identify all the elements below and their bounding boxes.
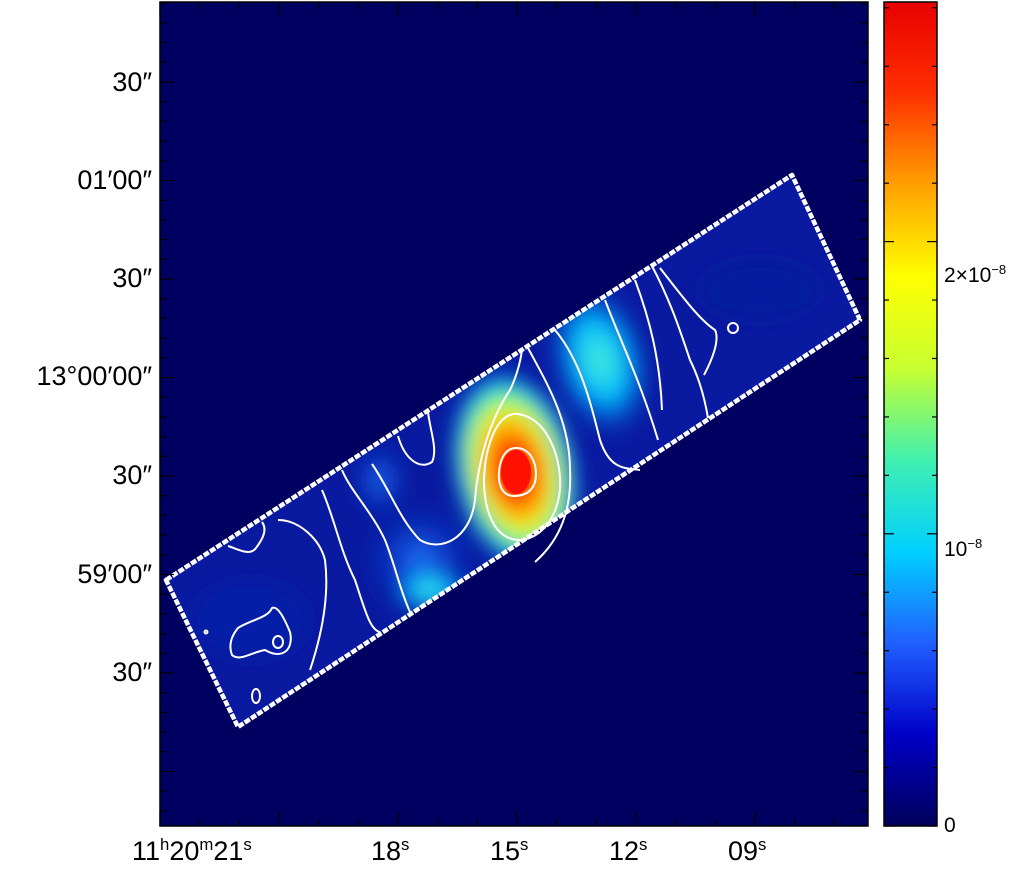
map-axis-ticks — [159, 2, 868, 826]
dec-tick-label: 59′00″ — [77, 559, 152, 589]
colorbar — [883, 1, 938, 827]
colorbar-ticks — [884, 7, 937, 827]
ra-tick-label: 15s — [490, 835, 529, 866]
dec-tick-label: 30″ — [112, 67, 152, 97]
colorbar-tick-label: 0 — [944, 814, 956, 837]
footprint-outline — [163, 172, 863, 730]
ra-tick-label: 09s — [728, 835, 767, 866]
dec-tick-label: 13°00′00″ — [36, 361, 152, 391]
dec-tick-label: 30″ — [112, 460, 152, 490]
colorbar-tick-label: 10−8 — [944, 536, 983, 561]
ra-tick-label: 18s — [371, 835, 410, 866]
dec-tick-label: 30″ — [112, 263, 152, 293]
plot-frame — [159, 1, 869, 827]
ra-tick-label: 11h20m21s — [132, 835, 252, 866]
ra-tick-label: 12s — [609, 835, 648, 866]
dec-tick-label: 01′00″ — [77, 165, 152, 195]
dec-tick-label: 30″ — [112, 657, 152, 687]
contour-lines — [203, 265, 739, 704]
colorbar-tick-label: 2×10−8 — [944, 262, 1007, 287]
